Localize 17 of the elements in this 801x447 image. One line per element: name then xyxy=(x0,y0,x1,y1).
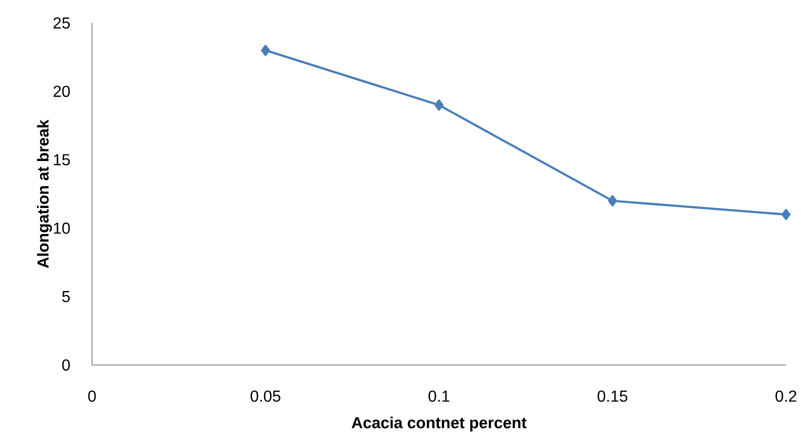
x-tick-label: 0 xyxy=(88,390,96,402)
y-tick-label: 0 xyxy=(62,359,70,371)
point xyxy=(261,44,270,56)
y-tick-label: 15 xyxy=(54,154,70,166)
x-axis-title: Acacia contnet percent xyxy=(352,416,526,432)
y-tick-label: 10 xyxy=(54,222,70,234)
point xyxy=(434,99,444,111)
point xyxy=(608,195,617,206)
y-tick-label: 20 xyxy=(54,86,70,98)
y-tick-label: 5 xyxy=(62,291,70,302)
y-tick-label: 25 xyxy=(54,17,70,29)
x-tick-label: 0.05 xyxy=(250,390,280,402)
point xyxy=(782,208,790,220)
x-tick-label: 0.15 xyxy=(598,390,628,402)
x-tick-label: 0.1 xyxy=(428,390,450,402)
y-axis-title: Alongation at break xyxy=(36,120,52,268)
x-tick-label: 0.2 xyxy=(776,390,796,402)
